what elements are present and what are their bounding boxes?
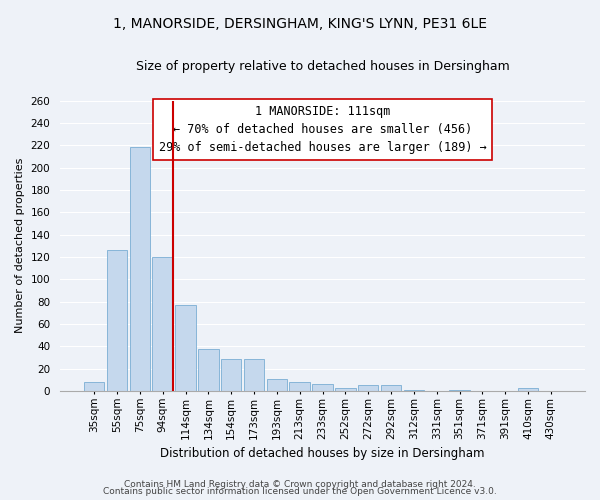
Bar [358,386,379,391]
Text: Contains HM Land Registry data © Crown copyright and database right 2024.: Contains HM Land Registry data © Crown c… [124,480,476,489]
Bar [221,358,241,391]
Bar [404,390,424,391]
X-axis label: Distribution of detached houses by size in Dersingham: Distribution of detached houses by size … [160,447,485,460]
Bar [381,386,401,391]
Y-axis label: Number of detached properties: Number of detached properties [15,158,25,334]
Title: Size of property relative to detached houses in Dersingham: Size of property relative to detached ho… [136,60,509,73]
Bar [449,390,470,391]
Bar [244,358,264,391]
Bar [289,382,310,391]
Bar [175,305,196,391]
Bar [266,378,287,391]
Bar [107,250,127,391]
Bar [518,388,538,391]
Bar [152,257,173,391]
Bar [335,388,356,391]
Bar [130,148,150,391]
Bar [312,384,333,391]
Bar [84,382,104,391]
Text: 1 MANORSIDE: 111sqm
← 70% of detached houses are smaller (456)
29% of semi-detac: 1 MANORSIDE: 111sqm ← 70% of detached ho… [158,105,487,154]
Text: Contains public sector information licensed under the Open Government Licence v3: Contains public sector information licen… [103,487,497,496]
Bar [198,348,218,391]
Text: 1, MANORSIDE, DERSINGHAM, KING'S LYNN, PE31 6LE: 1, MANORSIDE, DERSINGHAM, KING'S LYNN, P… [113,18,487,32]
